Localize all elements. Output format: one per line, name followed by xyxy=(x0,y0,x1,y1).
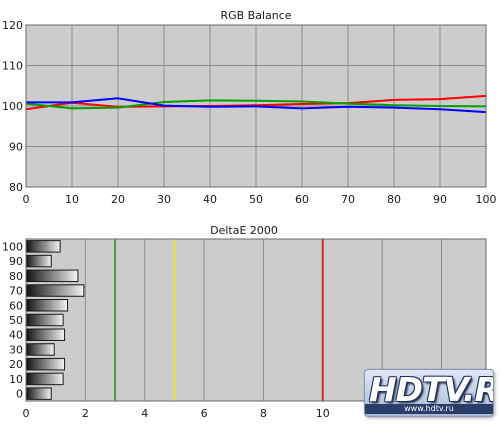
rgb-x-tick-label: 10 xyxy=(65,193,79,206)
deltae-bar xyxy=(25,343,55,356)
deltae-y-tick-label: 50 xyxy=(9,314,23,327)
deltae-bar xyxy=(25,284,85,297)
deltae-x-tick-label: 2 xyxy=(82,407,89,420)
rgb-y-tick-label: 110 xyxy=(2,60,23,73)
deltae-bar xyxy=(25,372,64,386)
deltae-bar xyxy=(25,269,79,283)
hdtv-watermark-logo: HDTV.RU www.hdtv.ru xyxy=(364,369,494,417)
rgb-x-tick-label: 30 xyxy=(157,193,171,206)
deltae-x-tick-label: 10 xyxy=(316,407,330,420)
rgb-y-tick-label: 120 xyxy=(2,19,23,32)
deltae-y-tick-label: 70 xyxy=(9,285,23,298)
rgb-x-tick-label: 0 xyxy=(23,193,30,206)
rgb-x-tick-label: 60 xyxy=(295,193,309,206)
deltae-y-tick-label: 90 xyxy=(9,255,23,268)
rgb-series-line-0 xyxy=(25,94,487,111)
deltae-x-tick-label: 8 xyxy=(260,407,267,420)
rgb-series-line-1 xyxy=(25,99,487,110)
deltae-x-tick-label: 6 xyxy=(201,407,208,420)
deltae-y-tick-label: 10 xyxy=(9,373,23,386)
rgb-x-tick-label: 90 xyxy=(433,193,447,206)
rgb-x-tick-label: 50 xyxy=(249,193,263,206)
deltae-y-tick-label: 40 xyxy=(9,329,23,342)
deltae-bar xyxy=(25,387,52,400)
rgb-chart-title: RGB Balance xyxy=(220,9,291,22)
deltae-x-tick-label: 0 xyxy=(23,407,30,420)
deltae-x-tick-label: 4 xyxy=(141,407,148,420)
deltae-bar xyxy=(25,328,66,341)
rgb-balance-chart: RGB Balance 80 90 100 110 120 0 10 20 30 40 50 60 7… xyxy=(2,9,497,206)
deltae-bar xyxy=(25,240,61,253)
rgb-x-tick-label: 40 xyxy=(203,193,217,206)
rgb-y-tick-label: 90 xyxy=(9,141,23,154)
deltae-bar xyxy=(25,299,69,312)
deltae-chart-title: DeltaE 2000 xyxy=(210,224,278,237)
deltae-y-tick-label: 100 xyxy=(2,240,23,253)
rgb-x-tick-label: 100 xyxy=(476,193,497,206)
rgb-y-tick-label: 80 xyxy=(9,181,23,194)
rgb-x-tick-label: 70 xyxy=(341,193,355,206)
deltae-bar xyxy=(25,313,64,327)
deltae-y-tick-label: 30 xyxy=(9,343,23,356)
deltae-y-tick-label: 20 xyxy=(9,358,23,371)
deltae-y-tick-label: 80 xyxy=(9,270,23,283)
rgb-x-tick-label: 80 xyxy=(387,193,401,206)
watermark-subtext: www.hdtv.ru xyxy=(365,404,493,414)
rgb-x-tick-label: 20 xyxy=(111,193,125,206)
watermark-text: HDTV.RU xyxy=(369,370,493,409)
rgb-series-line-2 xyxy=(26,97,487,114)
deltae-y-tick-label: 0 xyxy=(16,388,23,401)
rgb-y-tick-label: 100 xyxy=(2,100,23,113)
deltae-bar xyxy=(25,254,52,268)
deltae-y-tick-label: 60 xyxy=(9,299,23,312)
deltae-bar xyxy=(25,357,66,371)
